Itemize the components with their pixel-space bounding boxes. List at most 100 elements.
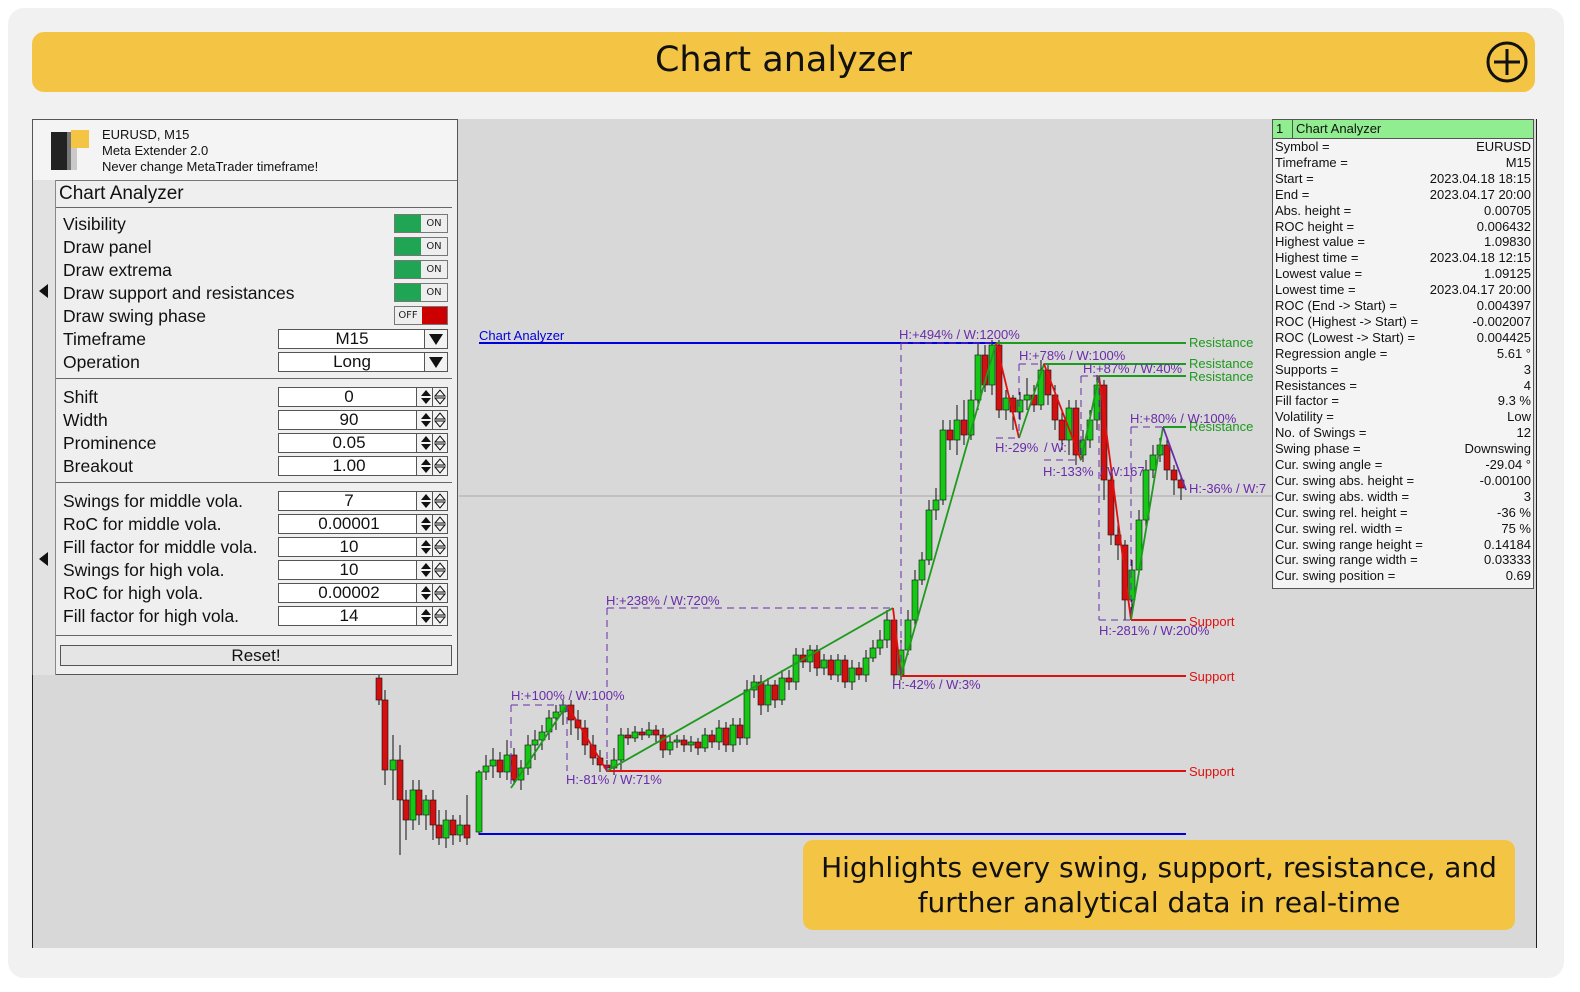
prominence-input[interactable]: 0.05: [278, 433, 448, 453]
info-key: ROC (Lowest -> Start) =: [1275, 329, 1416, 345]
price-chart: Chart Analyzer ResistanceResistanceResist…: [375, 327, 1273, 855]
info-key: Volatility =: [1275, 409, 1334, 425]
spinner-arrows-icon[interactable]: [416, 515, 447, 533]
draw-swing-phase-toggle[interactable]: OFF: [394, 306, 448, 325]
info-key: Lowest value =: [1275, 266, 1363, 282]
spinner-arrows-icon[interactable]: [416, 538, 447, 556]
spinner-arrows-icon[interactable]: [416, 607, 447, 625]
settings-panel: EURUSD, M15 Meta Extender 2.0 Never chan…: [32, 119, 458, 675]
candle-body: [918, 559, 926, 581]
draw-panel-toggle[interactable]: ON: [394, 237, 448, 256]
swings-high-vola-input[interactable]: 10: [278, 560, 448, 580]
info-key: Lowest time =: [1275, 282, 1356, 298]
candle-body: [449, 819, 457, 836]
info-row: Regression angle = 5.61 °: [1275, 346, 1531, 362]
candle-body: [953, 419, 961, 441]
info-key: ROC (Highest -> Start) =: [1275, 313, 1419, 329]
shift-input[interactable]: 0: [278, 387, 448, 407]
info-value: 2023.04.17 20:00: [1429, 186, 1531, 202]
breakout-input[interactable]: 1.00: [278, 456, 448, 476]
info-value: 0.69: [1505, 568, 1531, 584]
meta-extender-logo-icon: [51, 130, 89, 170]
operation-label: Operation: [63, 352, 140, 372]
add-icon[interactable]: [1485, 40, 1529, 84]
info-value: 0.00705: [1484, 202, 1531, 218]
spinner-arrows-icon[interactable]: [416, 492, 447, 510]
info-row: No. of Swings = 12: [1275, 425, 1531, 441]
candle-body: [792, 654, 800, 683]
spinner-arrows-icon[interactable]: [416, 388, 447, 406]
fill-high-vola-input[interactable]: 14: [278, 606, 448, 626]
candle-body: [827, 659, 835, 676]
spinner-arrows-icon[interactable]: [416, 457, 447, 475]
candle-body: [396, 759, 404, 801]
info-value: 0.006432: [1476, 218, 1531, 234]
panel-side-bar: [33, 180, 56, 675]
info-key: Highest time =: [1275, 250, 1359, 266]
candle-body: [1058, 419, 1066, 441]
info-number: 1: [1276, 121, 1284, 136]
support-label: Support: [1189, 764, 1235, 779]
fill-middle-vola-input[interactable]: 10: [278, 537, 448, 557]
candle-body: [729, 724, 737, 746]
candle-body: [489, 759, 497, 767]
candle-body: [1002, 397, 1010, 411]
indicator-label: Chart Analyzer: [479, 328, 565, 343]
candle-body: [624, 734, 632, 739]
roc-high-vola-input[interactable]: 0.00002: [278, 583, 448, 603]
spinner-arrows-icon[interactable]: [416, 584, 447, 602]
candle-body: [841, 659, 849, 683]
draw-sr-toggle[interactable]: ON: [394, 283, 448, 302]
info-value: 5.61 °: [1496, 345, 1531, 361]
info-row: Abs. height = 0.00705: [1275, 203, 1531, 219]
info-value: Low: [1507, 409, 1531, 425]
chevron-down-icon[interactable]: [424, 353, 447, 371]
candle-body: [1142, 469, 1150, 521]
draw-extrema-toggle[interactable]: ON: [394, 260, 448, 279]
spinner-arrows-icon[interactable]: [416, 434, 447, 452]
candle-body: [701, 734, 709, 749]
info-row: Resistances = 4: [1275, 378, 1531, 394]
info-value: 3: [1523, 361, 1531, 377]
visibility-toggle[interactable]: ON: [394, 214, 448, 233]
candle-body: [820, 659, 828, 669]
operation-select[interactable]: Long: [278, 352, 448, 372]
swing-label: H:+87% / W:40%: [1083, 361, 1183, 376]
candle-body: [757, 681, 765, 706]
swings-high-vola-label: Swings for high vola.: [63, 560, 225, 580]
spinner-arrows-icon[interactable]: [416, 561, 447, 579]
candle-body: [503, 754, 511, 773]
candle-body: [743, 689, 751, 739]
info-key: Highest value =: [1275, 234, 1365, 250]
timeframe-select[interactable]: M15: [278, 329, 448, 349]
info-panel: 1 Chart Analyzer Symbol = EURUSD Timeframe…: [1272, 119, 1534, 589]
info-value: 0.004397: [1476, 298, 1531, 313]
info-value: 12: [1516, 425, 1531, 441]
info-row: Supports = 3: [1275, 362, 1531, 378]
info-value: 9.3 %: [1497, 393, 1531, 409]
draw-swing-phase-label: Draw swing phase: [63, 306, 206, 326]
roc-middle-vola-input[interactable]: 0.00001: [278, 514, 448, 534]
banner-line-1: Highlights every swing, support, resista…: [821, 851, 1497, 884]
info-value: 0.03333: [1484, 552, 1531, 568]
reset-button[interactable]: Reset!: [60, 645, 452, 666]
candle-body: [995, 344, 1003, 411]
swing-label: H:+78% / W:100%: [1019, 348, 1126, 363]
spinner-arrows-icon[interactable]: [416, 411, 447, 429]
chevron-down-icon[interactable]: [424, 330, 447, 348]
swing-label: H:+494% / W:1200%: [899, 327, 1020, 342]
info-row: Volatility = Low: [1275, 409, 1531, 425]
candle-body: [531, 739, 539, 746]
candle-body: [482, 765, 490, 773]
info-row: Cur. swing range width = 0.03333: [1275, 552, 1531, 568]
candle-body: [932, 499, 940, 511]
info-row: Start = 2023.04.18 18:15: [1275, 171, 1531, 187]
info-row: Cur. swing rel. height = -36 %: [1275, 505, 1531, 521]
collapse-arrow-icon-2[interactable]: [39, 552, 48, 566]
candle-body: [652, 729, 660, 736]
info-row: Highest value = 1.09830: [1275, 234, 1531, 250]
width-input[interactable]: 90: [278, 410, 448, 430]
swings-middle-vola-input[interactable]: 7: [278, 491, 448, 511]
collapse-arrow-icon[interactable]: [39, 284, 48, 298]
panel-title: Chart Analyzer: [59, 183, 184, 204]
